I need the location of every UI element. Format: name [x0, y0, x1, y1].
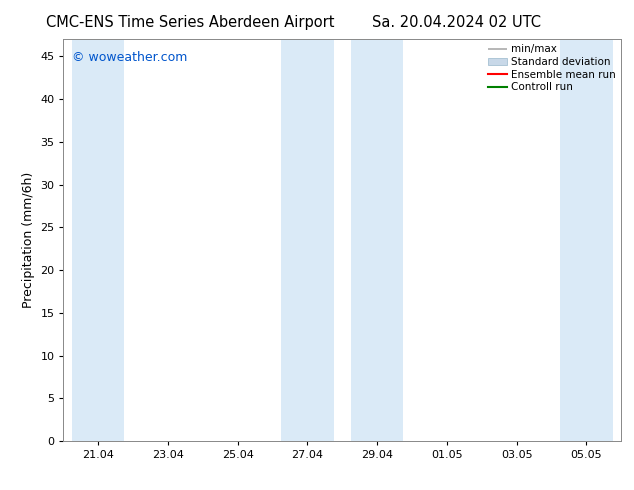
Text: CMC-ENS Time Series Aberdeen Airport: CMC-ENS Time Series Aberdeen Airport: [46, 15, 335, 30]
Bar: [281, 39, 333, 441]
Text: Sa. 20.04.2024 02 UTC: Sa. 20.04.2024 02 UTC: [372, 15, 541, 30]
Y-axis label: Precipitation (mm/6h): Precipitation (mm/6h): [22, 172, 35, 308]
Text: © woweather.com: © woweather.com: [72, 51, 187, 64]
Bar: [560, 39, 612, 441]
Legend: min/max, Standard deviation, Ensemble mean run, Controll run: min/max, Standard deviation, Ensemble me…: [485, 41, 619, 96]
Bar: [72, 39, 124, 441]
Bar: [351, 39, 403, 441]
